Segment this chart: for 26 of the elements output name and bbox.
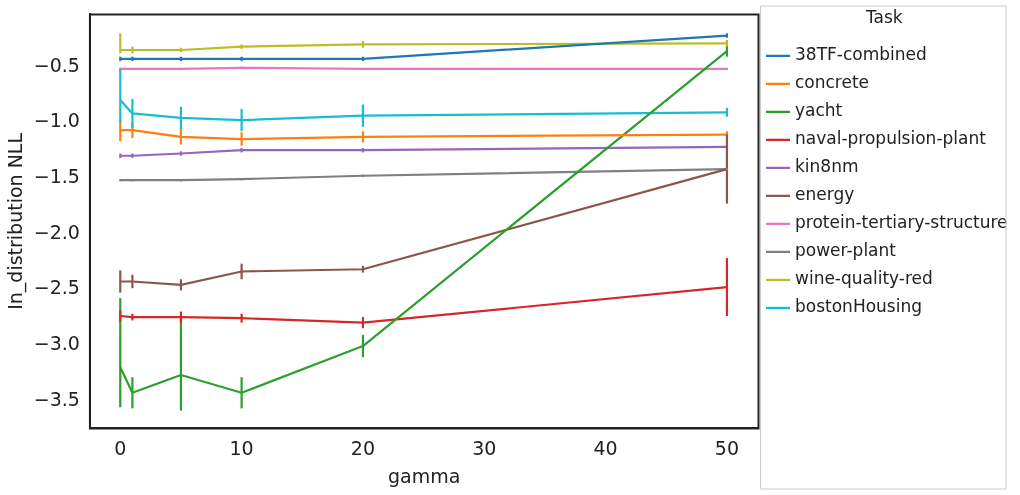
legend-label: yacht bbox=[795, 100, 843, 121]
legend-label: concrete bbox=[795, 72, 870, 93]
legend-label: power-plant bbox=[795, 240, 897, 261]
y-tick-label: −1.5 bbox=[33, 164, 80, 187]
y-tick-label: −1.0 bbox=[33, 109, 80, 132]
y-tick-label: −2.0 bbox=[33, 220, 80, 243]
y-tick-label: −3.5 bbox=[33, 387, 80, 410]
x-tick-label: 20 bbox=[350, 436, 376, 459]
y-tick-label: −2.5 bbox=[33, 276, 80, 299]
legend-label: kin8nm bbox=[795, 156, 859, 177]
legend-title: Task bbox=[864, 6, 903, 27]
legend-label: protein-tertiary-structure bbox=[795, 212, 1008, 233]
x-tick-label: 0 bbox=[114, 436, 127, 459]
x-tick-label: 10 bbox=[229, 436, 254, 459]
legend-label: energy bbox=[795, 184, 855, 205]
x-tick-label: 40 bbox=[593, 436, 618, 459]
y-axis-title: In_distribution NLL bbox=[4, 132, 28, 310]
x-axis-title: gamma bbox=[388, 464, 461, 487]
y-tick-label: −0.5 bbox=[33, 53, 80, 76]
legend-label: 38TF-combined bbox=[795, 44, 927, 65]
legend-label: bostonHousing bbox=[795, 296, 922, 317]
x-tick-label: 50 bbox=[714, 436, 740, 459]
x-tick-label: 30 bbox=[472, 436, 497, 459]
legend-label: wine-quality-red bbox=[795, 268, 933, 289]
y-tick-label: −3.0 bbox=[33, 331, 80, 354]
legend-label: naval-propulsion-plant bbox=[795, 128, 987, 149]
